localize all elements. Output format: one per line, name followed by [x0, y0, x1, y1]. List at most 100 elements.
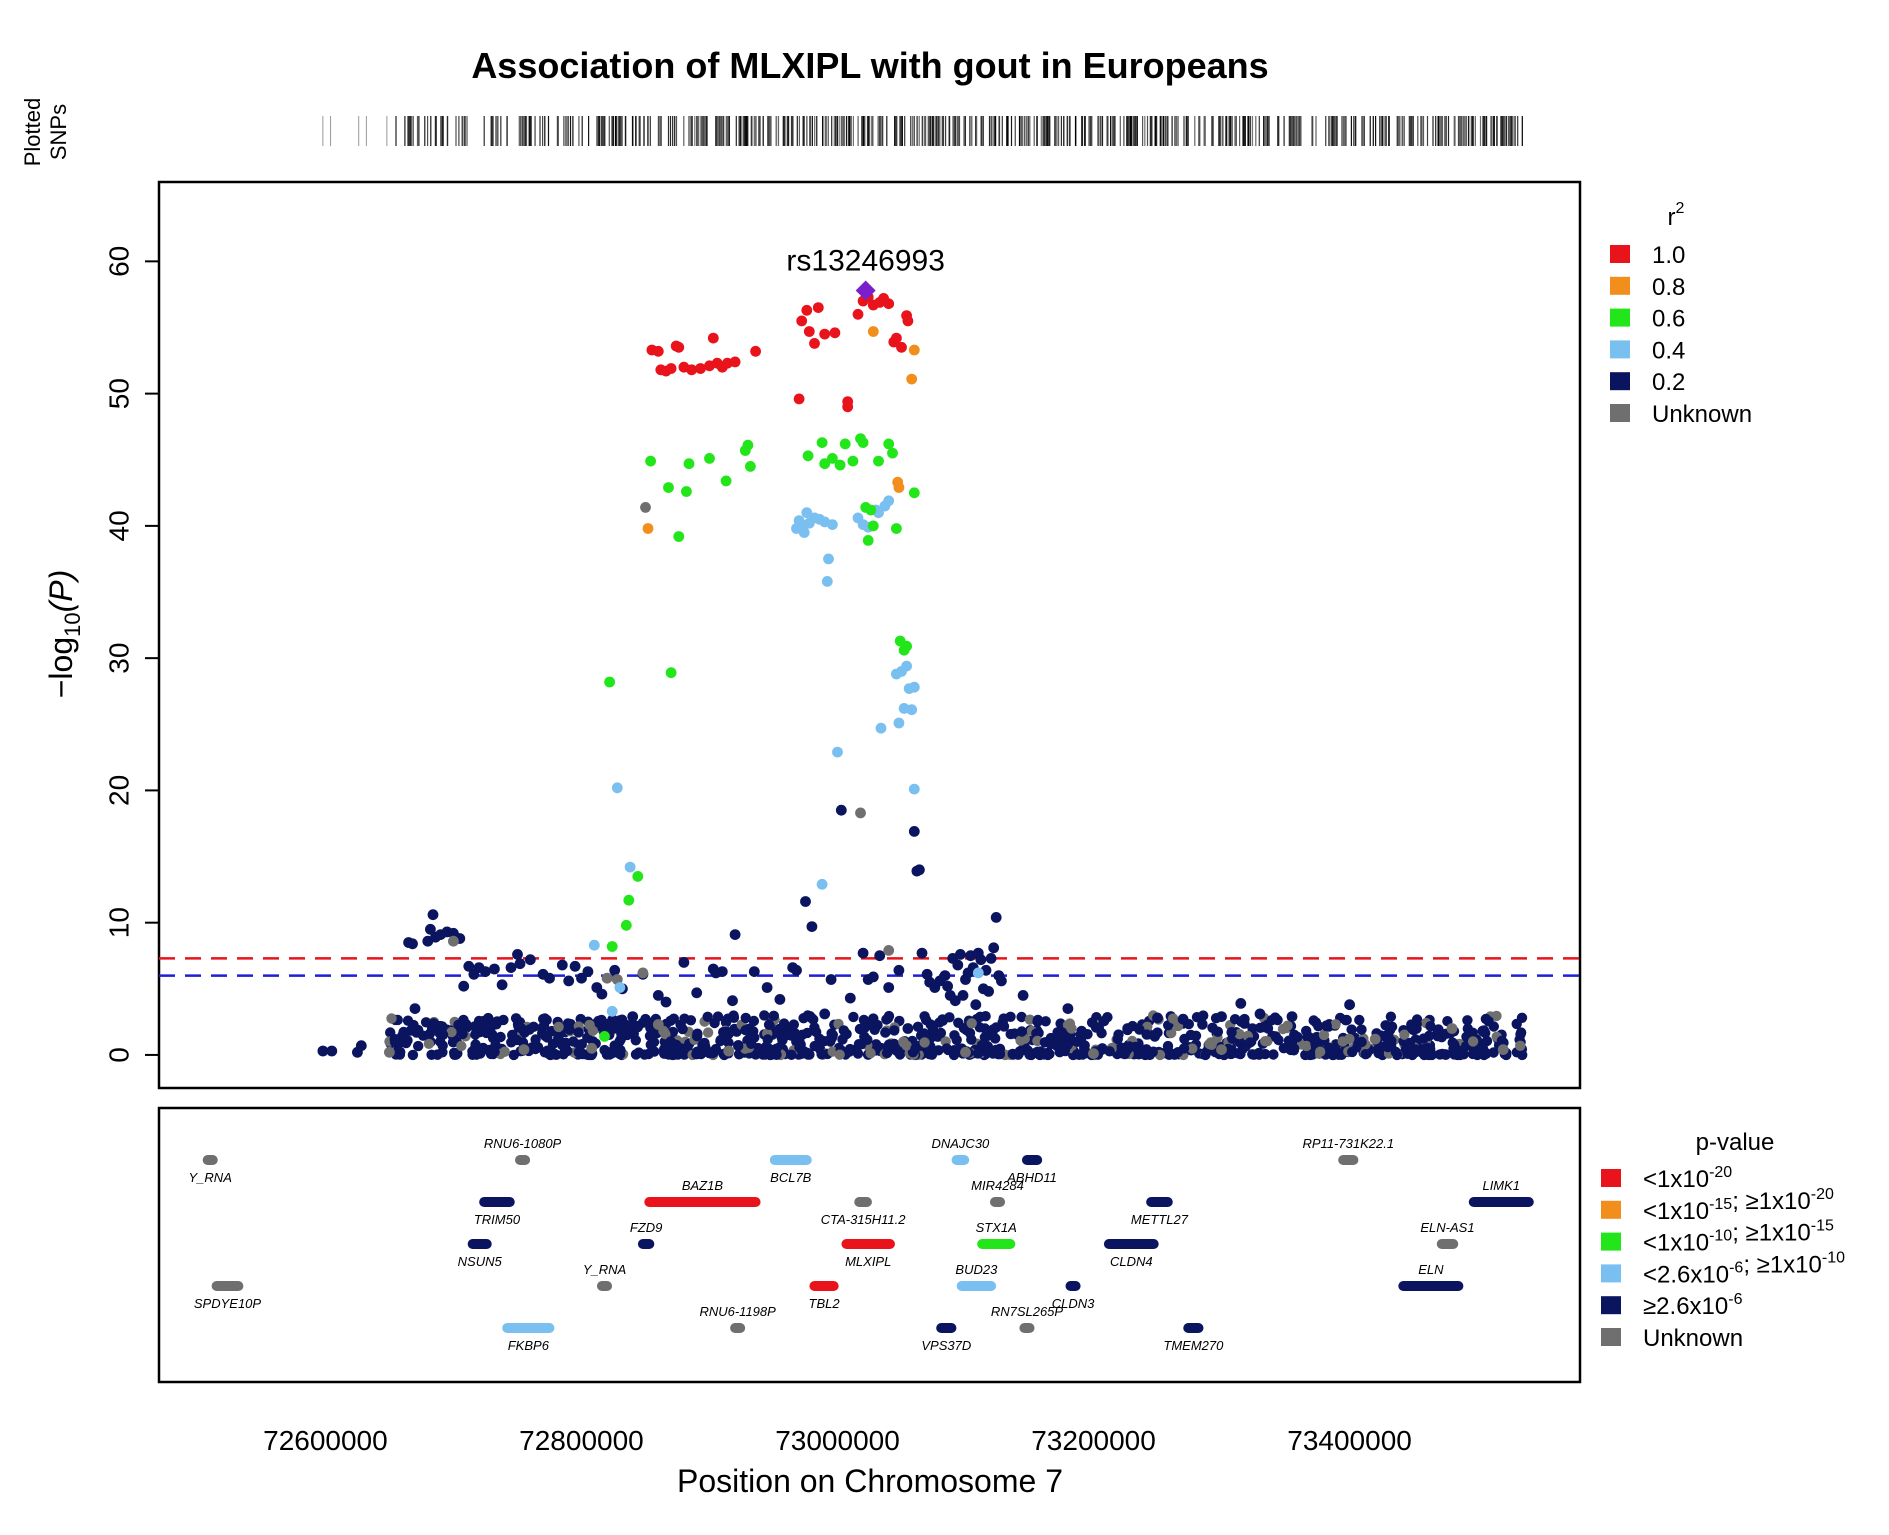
- snp-point-green_r2_0.6-17: [802, 450, 814, 462]
- snp-point-baseline-1077: [1282, 1020, 1293, 1031]
- snp-point-baseline-768: [1433, 1024, 1444, 1035]
- pvalue-legend-label-3: <2.6x10-6; ≥1x10-10: [1643, 1249, 1845, 1288]
- snp-point-baseline-972: [982, 1043, 993, 1054]
- snp-point-orange_r2_0.8-1: [867, 326, 879, 337]
- snp-point-baseline-1079: [1039, 1037, 1051, 1048]
- snp-point-green_r2_0.6-3: [620, 919, 632, 931]
- snp-point-baseline-217: [798, 1013, 809, 1024]
- snp-point-baseline-906: [677, 1023, 688, 1035]
- snp-point-red_r2_1.0-11: [707, 332, 719, 344]
- snp-point-baseline-905: [1130, 1041, 1141, 1053]
- snp-point-baseline-402: [423, 1038, 435, 1050]
- snp-point-green_r2_0.6-19: [819, 458, 831, 470]
- snp-point-orange_r2_0.8-4: [906, 373, 918, 385]
- snp-point-lightblue_r2_0.4-18: [832, 746, 843, 758]
- y-axis-label-subscript: 10: [60, 612, 85, 636]
- snp-point-baseline-938: [1480, 1013, 1492, 1025]
- snp-point-baseline-90: [1346, 1024, 1357, 1035]
- snp-point-red_r2_1.0-35: [891, 332, 902, 344]
- snp-point-baseline-704: [889, 1025, 900, 1036]
- snp-point-navy_elevated-104: [1286, 1011, 1298, 1022]
- snp-point-gray_unknown-1: [448, 935, 459, 947]
- pvalue-legend-label-4-part-0: ≥2.6x10: [1643, 1293, 1728, 1320]
- snp-point-baseline-1073: [1260, 1036, 1271, 1047]
- snp-point-navy_elevated-63: [883, 982, 895, 993]
- snp-point-navy_elevated-99: [1152, 1012, 1163, 1024]
- snp-point-green_r2_0.6-16: [745, 461, 756, 472]
- snp-point-green_r2_0.6-25: [857, 437, 869, 448]
- snp-point-navy_elevated-35: [609, 964, 621, 976]
- snp-point-baseline-566: [447, 1037, 459, 1048]
- snp-point-baseline-778: [712, 1011, 724, 1022]
- gene-label-3: DNAJC30: [931, 1136, 990, 1151]
- snp-point-navy_elevated-19: [480, 966, 491, 977]
- snp-point-navy_elevated-62: [874, 950, 886, 962]
- snp-point-baseline-1049: [1032, 1014, 1044, 1026]
- gene-label-22: CLDN3: [1052, 1296, 1095, 1311]
- snp-point-navy_elevated-97: [1017, 990, 1029, 1001]
- snp-point-baseline-995: [1162, 1040, 1174, 1052]
- snp-point-navy_elevated-65: [902, 1023, 914, 1034]
- pvalue-legend-label-3-part-1: ; ≥1x10: [1743, 1251, 1822, 1278]
- snp-point-baseline-999: [1478, 1025, 1490, 1036]
- lead-snp-marker: [855, 280, 876, 301]
- snp-point-baseline-955: [413, 1040, 424, 1052]
- snp-point-baseline-1019: [934, 1017, 945, 1028]
- snp-track-label: Plotted SNPs: [20, 98, 71, 167]
- snp-point-baseline-1023: [1481, 1048, 1492, 1059]
- snp-point-red_r2_1.0-6: [673, 341, 685, 353]
- snp-point-baseline-1066: [710, 1043, 722, 1055]
- pvalue-legend-label-1-sup-1: -20: [1811, 1186, 1834, 1203]
- pvalue-legend-items: <1x10-20<1x10-15; ≥1x10-20<1x10-10; ≥1x1…: [1601, 1164, 1845, 1352]
- gene-label-21: BUD23: [955, 1262, 998, 1277]
- x-tick-label-73000000: 73000000: [775, 1425, 900, 1456]
- gene-label-15: STX1A: [976, 1220, 1017, 1235]
- snp-point-green_r2_0.6-4: [623, 894, 635, 906]
- snp-point-lightblue_r2_0.4-26: [883, 495, 895, 507]
- snp-point-baseline-817: [894, 1046, 905, 1057]
- snp-point-baseline-838: [1374, 1045, 1385, 1057]
- gene-label-10: METTL27: [1131, 1212, 1189, 1227]
- snp-point-lightblue_r2_0.4-16: [823, 553, 834, 565]
- snp-point-baseline-731: [446, 1026, 457, 1038]
- snp-point-green_r2_0.6-9: [673, 531, 685, 542]
- snp-point-baseline-954: [648, 1036, 660, 1048]
- snp-point-navy_elevated-42: [691, 987, 703, 999]
- snp-point-baseline-1093: [1172, 1047, 1184, 1058]
- snp-point-navy_elevated-61: [867, 971, 879, 983]
- gene-label-20: TBL2: [809, 1296, 841, 1311]
- snp-point-baseline-915: [1197, 1019, 1208, 1030]
- snp-point-navy_elevated-81: [957, 990, 969, 1001]
- snp-point-baseline-798: [1013, 1049, 1024, 1060]
- snp-point-navy_elevated-108: [1408, 1024, 1419, 1036]
- snp-point-gray_unknown-2: [518, 1044, 530, 1055]
- snp-point-gray_unknown-9: [723, 1045, 735, 1057]
- snp-point-baseline-917: [728, 1010, 739, 1021]
- r2-legend: r2 1.0 0.8 0.6 0.4 0.2 Unknown: [1610, 200, 1752, 428]
- r2-legend-title-sup: 2: [1676, 200, 1685, 217]
- snp-point-lightblue_r2_0.4-9: [801, 507, 813, 519]
- snp-point-baseline-907: [1330, 1019, 1341, 1030]
- snp-point-navy_elevated-106: [1344, 999, 1355, 1011]
- snp-point-green_r2_0.6-30: [873, 455, 884, 467]
- snp-point-lightblue_r2_0.4-3: [614, 982, 626, 993]
- snp-point-baseline-960: [487, 1032, 499, 1044]
- snp-point-baseline-1087: [834, 1049, 845, 1060]
- pvalue-legend-label-2-part-0: <1x10: [1643, 1230, 1709, 1257]
- snp-point-navy_elevated-54: [806, 921, 818, 932]
- snp-point-baseline-1094: [1052, 1027, 1063, 1038]
- snp-point-navy_elevated-78: [949, 995, 961, 1007]
- snp-point-navy_elevated-98: [1062, 1003, 1074, 1014]
- snp-point-baseline-1056: [1360, 1049, 1371, 1060]
- gene-track: Y_RNA RNU6-1080P BCL7B DNAJC30 ABHD11 RP11-73…: [189, 1136, 1534, 1353]
- snp-point-navy_elevated-58: [844, 992, 856, 1004]
- snp-point-navy_elevated-103: [1254, 1008, 1266, 1020]
- snp-point-baseline-241: [702, 1027, 714, 1038]
- snp-point-lightblue_r2_0.4-15: [821, 576, 833, 587]
- snp-point-baseline-71: [848, 1011, 859, 1023]
- pvalue-legend-label-2: <1x10-10; ≥1x10-15: [1643, 1218, 1834, 1257]
- snp-point-red_r2_1.0-4: [665, 363, 677, 374]
- gene-label-17: ELN-AS1: [1420, 1220, 1474, 1235]
- snp-point-navy_elevated-105: [1321, 1020, 1332, 1032]
- snp-point-baseline-927: [819, 1036, 830, 1047]
